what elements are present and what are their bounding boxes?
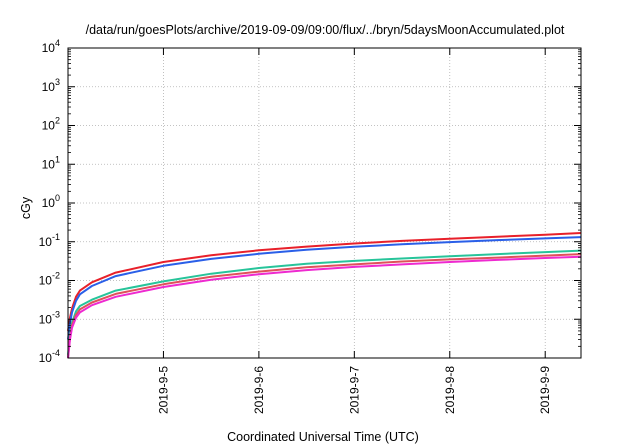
chart-title: /data/run/goesPlots/archive/2019-09-09/0… [86,23,565,37]
x-tick-label: 2019-9-6 [252,366,266,414]
series-line-3 [67,249,582,355]
y-tick-label: 100 [42,193,60,210]
y-axis-label: cGy [19,196,33,219]
ticks [68,47,581,359]
x-tick-label: 2019-9-5 [156,366,170,414]
series-line-1 [67,232,582,332]
y-tick-label: 10-1 [39,232,60,249]
y-tick-labels: 10-4 10-3 10-2 10-1 100 101 102 103 104 [39,38,60,365]
x-tick-labels: 2019-9-5 2019-9-6 2019-9-7 2019-9-8 2019-9-9 [156,366,552,414]
grid [68,48,581,358]
y-tick-label: 102 [42,116,60,133]
y-tick-label: 10-3 [39,309,60,326]
y-tick-label: 10-4 [39,348,60,365]
y-tick-label: 10-2 [39,271,60,288]
y-tick-label: 104 [42,38,60,55]
series-line-2 [67,236,582,340]
y-tick-label: 101 [42,154,60,171]
y-tick-label: 103 [42,77,60,94]
x-tick-label: 2019-9-7 [347,366,361,414]
x-tick-label: 2019-9-8 [443,366,457,414]
series-lines [67,232,582,359]
series-line-5 [67,255,582,359]
x-tick-label: 2019-9-9 [538,366,552,414]
x-axis-label: Coordinated Universal Time (UTC) [227,430,419,444]
